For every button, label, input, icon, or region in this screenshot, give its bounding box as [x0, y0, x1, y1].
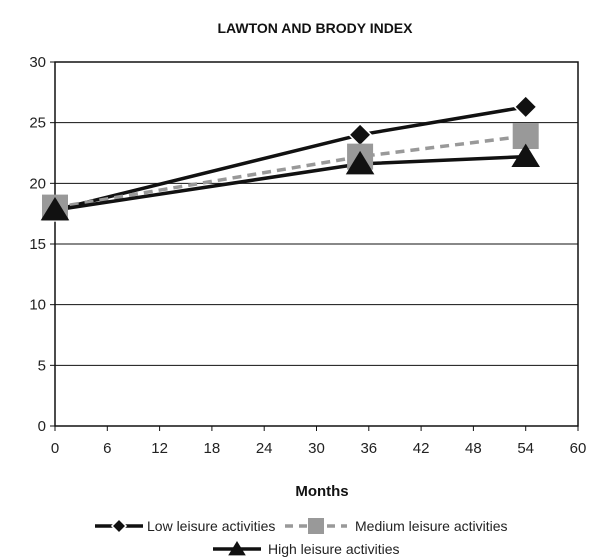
data-point-triangle: [345, 150, 375, 175]
x-tick-label: 24: [256, 440, 273, 457]
y-tick-label: 30: [29, 54, 46, 71]
data-point-triangle: [511, 143, 540, 168]
y-tick-label: 5: [38, 357, 46, 374]
data-point-triangle: [228, 541, 246, 556]
legend-item: Medium leisure activities: [285, 518, 508, 534]
legend-label: Medium leisure activities: [355, 518, 508, 534]
data-point-square: [308, 518, 324, 534]
legend-label: Low leisure activities: [147, 518, 275, 534]
gridlines: [55, 122, 578, 366]
x-tick-label: 18: [204, 440, 221, 457]
y-tick-label: 10: [29, 297, 46, 314]
legend-item: Low leisure activities: [95, 517, 275, 535]
data-point-diamond: [348, 122, 373, 147]
chart-title: LAWTON AND BRODY INDEX: [218, 20, 414, 36]
data-point-diamond: [110, 517, 128, 535]
series-layer: [40, 94, 540, 223]
x-tick-label: 30: [308, 440, 325, 457]
data-point-triangle: [40, 197, 70, 221]
y-tick-label: 15: [29, 236, 46, 253]
legend: Low leisure activities Medium leisure act…: [95, 517, 508, 557]
y-axis: 0 5 10 15 20 25 30: [29, 54, 55, 435]
x-tick-label: 48: [465, 440, 482, 457]
y-tick-label: 20: [29, 175, 46, 192]
x-tick-label: 0: [51, 440, 59, 457]
x-tick-label: 36: [360, 440, 377, 457]
legend-label: High leisure activities: [268, 541, 400, 557]
y-tick-label: 25: [29, 115, 46, 132]
data-point-diamond: [513, 94, 538, 119]
series-line-square: [54, 134, 526, 210]
x-tick-label: 60: [570, 440, 587, 457]
x-axis: 0 6 12 18 24 30 36 42 48 54 60: [51, 426, 587, 457]
x-tick-label: 6: [103, 440, 111, 457]
legend-item: High leisure activities: [213, 541, 400, 557]
x-axis-label: Months: [295, 483, 348, 500]
x-tick-label: 54: [517, 440, 534, 457]
y-tick-label: 0: [38, 418, 46, 435]
x-tick-label: 42: [413, 440, 430, 457]
x-tick-label: 12: [151, 440, 168, 457]
